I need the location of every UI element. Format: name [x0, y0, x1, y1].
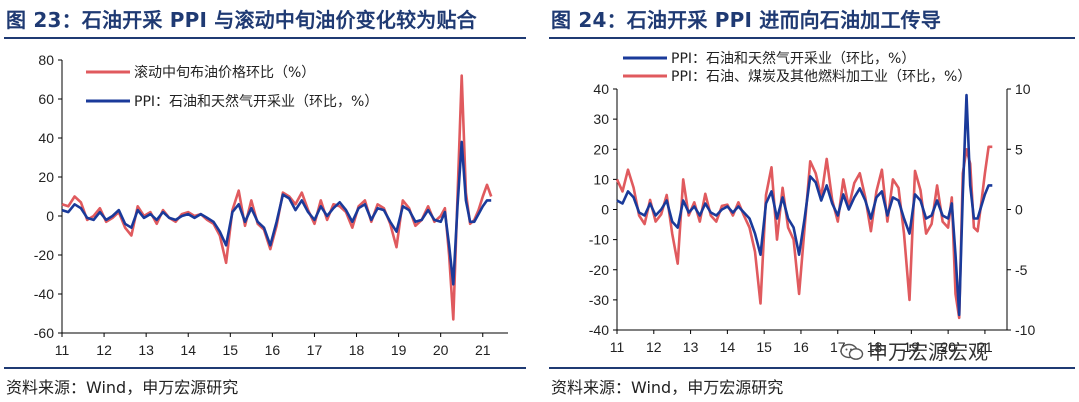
y-tick-label: -60	[34, 325, 54, 341]
x-tick-label: 14	[180, 342, 196, 358]
x-tick-label: 16	[793, 339, 809, 355]
title-rule	[549, 37, 1075, 39]
legend-label: 滚动中旬布油价格环比（%）	[134, 64, 315, 81]
chart-title: 图 23：石油开采 PPI 与滚动中旬油价变化较为贴合	[6, 8, 477, 32]
x-tick-label: 12	[96, 342, 112, 358]
x-tick-label: 20	[940, 339, 956, 355]
legend-label: PPI：石油和天然气开采业（环比，%）	[134, 93, 378, 110]
line-chart-right: 40 30 20 10 0 -10 -20 -30 -40 10 5 0 -5 -10 11 12 13 14 15…	[589, 50, 1036, 355]
series-line-1	[615, 145, 993, 320]
x-tick-label: 21	[475, 342, 491, 358]
x-tick-label: 15	[756, 339, 772, 355]
y-tick-label: 30	[593, 111, 609, 127]
watermark-text: 申万宏源宏观	[868, 340, 988, 364]
y-tick-label: 80	[38, 52, 54, 68]
y-tick-label: -30	[589, 292, 609, 308]
x-tick-label: 20	[433, 342, 449, 358]
y-tick-label-right: 5	[1015, 141, 1023, 157]
x-tick-label: 19	[904, 339, 920, 355]
legend-label: PPI：石油、煤炭及其他燃料加工业（环比，%）	[671, 68, 971, 85]
y-tick-label: 0	[46, 208, 54, 224]
title-rule	[4, 37, 526, 39]
chart-panel-right: 图 24：石油开采 PPI 进而向石油加工传导 40 30 20 10 0 -10 -20 -…	[545, 0, 1079, 402]
series-line-1	[61, 140, 492, 286]
series-line-0	[616, 93, 993, 317]
x-tick-label: 11	[55, 342, 70, 358]
wechat-icon	[840, 343, 864, 360]
y-tick-label: -40	[589, 322, 609, 338]
source-rule	[549, 367, 1075, 369]
watermark: 申万宏源宏观	[840, 336, 988, 365]
x-tick-label: 18	[349, 342, 365, 358]
source-note: 资料来源：Wind，申万宏源研究	[6, 378, 239, 397]
y-tick-label-right: 10	[1015, 81, 1031, 97]
y-tick-label: -20	[589, 262, 609, 278]
y-tick-label-right: -5	[1015, 262, 1028, 278]
x-tick-label: 16	[265, 342, 281, 358]
x-tick-label: 12	[646, 339, 662, 355]
x-tick-label: 11	[610, 339, 625, 355]
y-tick-label: -40	[34, 286, 54, 302]
x-tick-label: 17	[307, 342, 323, 358]
x-tick-label: 19	[391, 342, 407, 358]
x-tick-label: 13	[138, 342, 154, 358]
source-rule	[4, 367, 526, 369]
x-tick-label: 15	[223, 342, 239, 358]
y-tick-label-right: 0	[1015, 202, 1023, 218]
chart-title: 图 24：石油开采 PPI 进而向石油加工传导	[551, 8, 942, 32]
y-tick-label: 0	[601, 202, 609, 218]
y-tick-label: -20	[34, 247, 54, 263]
x-tick-label: 17	[830, 339, 846, 355]
x-tick-label: 14	[720, 339, 736, 355]
chart-panel-left: 图 23：石油开采 PPI 与滚动中旬油价变化较为贴合 80 60 40 20 0 -20…	[0, 0, 530, 402]
x-tick-label: 18	[867, 339, 883, 355]
series-line-0	[61, 74, 493, 321]
y-tick-label: 20	[593, 141, 609, 157]
x-tick-label: 13	[683, 339, 699, 355]
y-tick-label-right: -10	[1015, 322, 1035, 338]
legend-label: PPI：石油和天然气开采业（环比，%）	[671, 50, 915, 67]
x-tick-label: 21	[977, 339, 993, 355]
y-tick-label: 10	[593, 171, 609, 187]
y-tick-label: 40	[38, 130, 54, 146]
source-note: 资料来源：Wind，申万宏源研究	[551, 378, 784, 397]
y-tick-label: 20	[38, 169, 54, 185]
y-tick-label: -10	[589, 232, 609, 248]
y-tick-label: 60	[38, 91, 54, 107]
y-tick-label: 40	[593, 81, 609, 97]
